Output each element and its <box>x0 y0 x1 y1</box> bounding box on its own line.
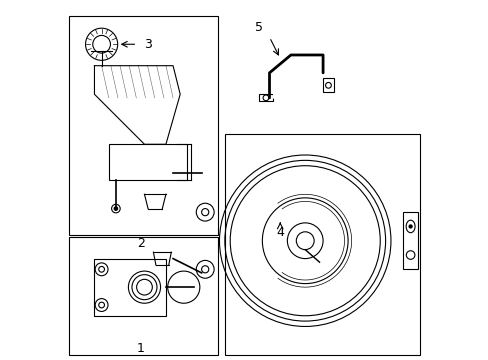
Bar <box>94 258 165 316</box>
Circle shape <box>407 224 412 229</box>
Bar <box>323 78 333 93</box>
Text: 1: 1 <box>137 342 144 355</box>
Bar <box>69 16 217 235</box>
Bar <box>69 237 217 355</box>
Bar <box>403 212 417 269</box>
Bar <box>108 144 187 180</box>
Text: 5: 5 <box>254 21 262 33</box>
Bar <box>224 134 419 355</box>
Text: 3: 3 <box>144 38 152 51</box>
Text: 2: 2 <box>137 237 144 250</box>
Circle shape <box>114 207 118 210</box>
Bar <box>258 94 272 102</box>
Text: 4: 4 <box>276 226 284 239</box>
